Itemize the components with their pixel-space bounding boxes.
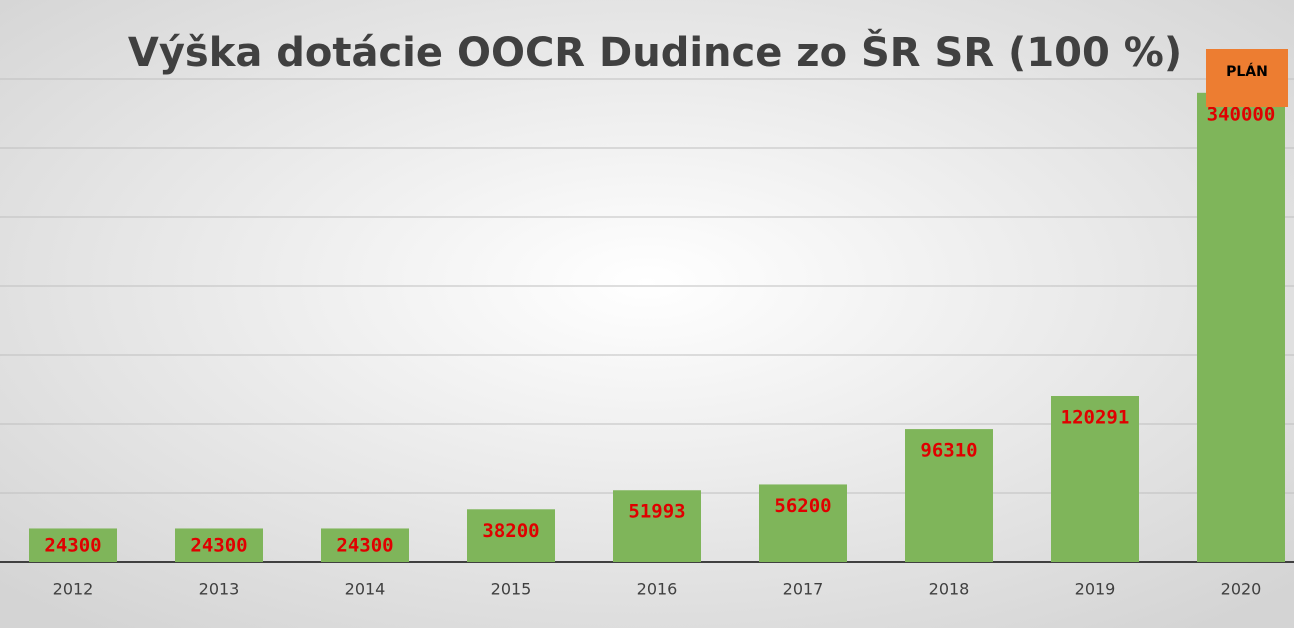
- x-tick-label: 2020: [1221, 580, 1262, 599]
- x-tick-label: 2015: [491, 580, 532, 599]
- x-tick-label: 2013: [199, 580, 240, 599]
- bar: [1197, 92, 1285, 563]
- x-tick-label: 2014: [345, 580, 386, 599]
- x-tick-label: 2019: [1075, 580, 1116, 599]
- x-tick-label: 2018: [929, 580, 970, 599]
- bar: [905, 429, 993, 562]
- bar: [29, 528, 117, 562]
- x-tick-label: 2016: [637, 580, 678, 599]
- bar: [613, 490, 701, 562]
- value-label: 38200: [482, 520, 539, 542]
- value-label: 340000: [1207, 103, 1276, 125]
- bar: [175, 528, 263, 562]
- bar: [759, 484, 847, 562]
- value-label: 24300: [190, 535, 247, 557]
- value-label: 24300: [44, 535, 101, 557]
- chart-title: Výška dotácie OOCR Dudince zo ŠR SR (100…: [128, 28, 1182, 76]
- x-tick-label: 2012: [53, 580, 94, 599]
- annotation: PLÁN: [1226, 63, 1268, 80]
- x-tick-label: 2017: [783, 580, 824, 599]
- value-label: 96310: [920, 440, 977, 462]
- value-label: 24300: [336, 535, 393, 557]
- bar: [467, 509, 555, 562]
- value-label: 56200: [774, 495, 831, 517]
- annotation-box: [1206, 49, 1288, 107]
- bar: [321, 528, 409, 562]
- value-label: 120291: [1061, 406, 1130, 428]
- value-label: 51993: [628, 501, 685, 523]
- bar: [1051, 395, 1139, 562]
